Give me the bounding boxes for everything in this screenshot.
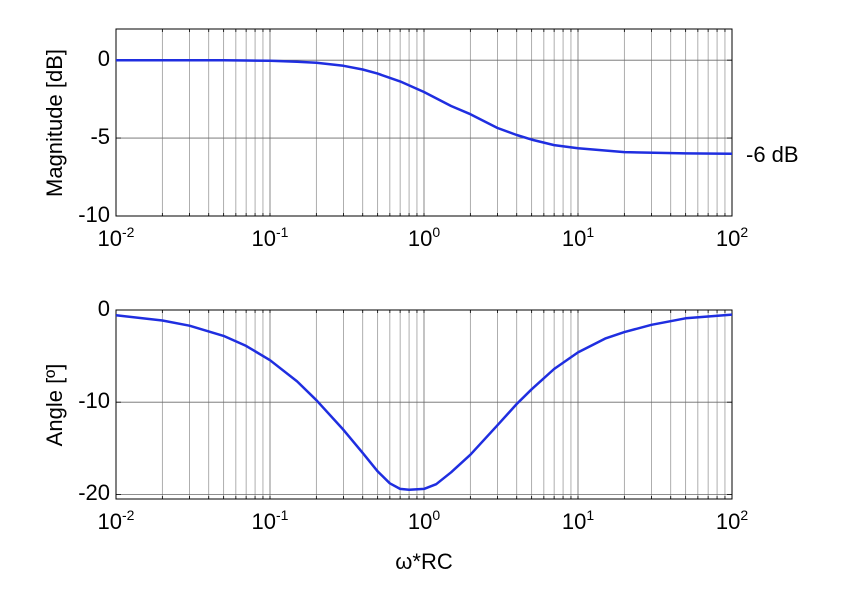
magnitude-ytick-label: -10 — [78, 202, 110, 227]
angle-plot-frame — [115, 309, 733, 500]
angle-grid — [116, 310, 732, 499]
angle-xtick-label: 10-2 — [98, 507, 135, 534]
angle-xtick-label: 100 — [408, 507, 440, 534]
magnitude-xtick-label: 100 — [408, 224, 440, 251]
minus-6db-annotation: -6 dB — [746, 142, 799, 167]
magnitude-series-line — [116, 58, 733, 155]
magnitude-plot: 0-5-10 10-2 10-1 100 101 102 Magnitude [dB] … — [42, 28, 799, 251]
magnitude-xtick-labels: 10-2 10-1 100 101 102 — [98, 224, 749, 251]
magnitude-ytick-labels: 0 -5 -10 — [78, 46, 110, 227]
magnitude-ylabel: Magnitude [dB] — [42, 49, 67, 197]
magnitude-plot-frame — [115, 28, 733, 217]
magnitude-xtick-label: 10-2 — [98, 224, 135, 251]
angle-xtick-label: 102 — [716, 507, 748, 534]
magnitude-xtick-label: 102 — [716, 224, 748, 251]
angle-ylabel: Angle [º] — [42, 364, 67, 447]
magnitude-xtick-label: 101 — [562, 224, 594, 251]
angle-xtick-label: 10-1 — [252, 507, 289, 534]
angle-ytick-labels: 0 -10 -20 — [78, 296, 110, 505]
magnitude-ytick-label: -5 — [90, 124, 110, 149]
angle-xtick-label: 101 — [562, 507, 594, 534]
angle-ytick-label: -10 — [78, 388, 110, 413]
angle-xlabel: ω*RC — [395, 549, 453, 574]
magnitude-xtick-label: 10-1 — [252, 224, 289, 251]
angle-xtick-labels: 10-2 10-1 100 101 102 — [98, 507, 749, 534]
angle-ytick-label: 0 — [98, 296, 110, 321]
angle-plot: 0 -10 -20 10-2 10-1 100 101 102 Angle [º] ω*RC — [42, 296, 749, 574]
magnitude-ytick-label: 0 — [98, 46, 110, 71]
angle-ytick-label: -20 — [78, 480, 110, 505]
angle-series-line — [115, 313, 733, 492]
